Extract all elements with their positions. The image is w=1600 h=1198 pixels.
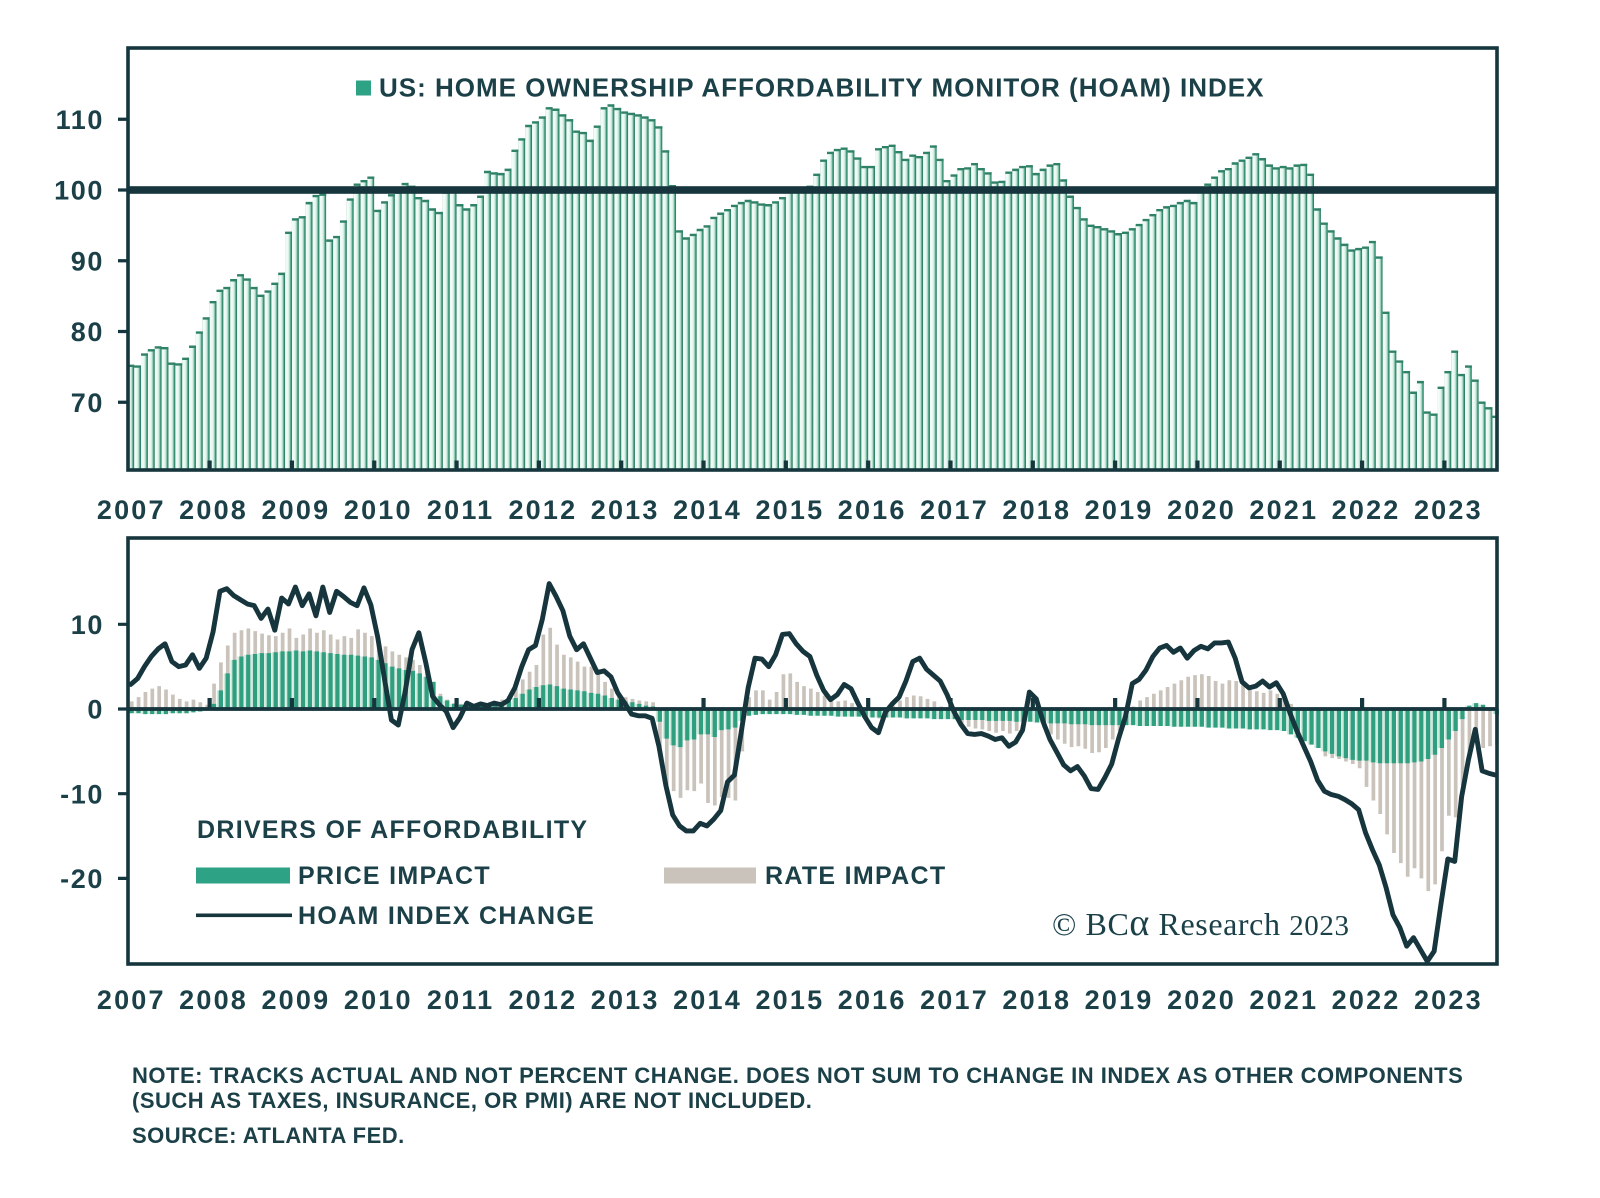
svg-text:90: 90 (71, 246, 104, 276)
svg-text:2008: 2008 (179, 495, 248, 525)
svg-text:DRIVERS OF AFFORDABILITY: DRIVERS OF AFFORDABILITY (197, 816, 588, 844)
svg-text:SOURCE: ATLANTA FED.: SOURCE: ATLANTA FED. (132, 1123, 405, 1148)
svg-text:10: 10 (71, 610, 104, 640)
svg-text:2018: 2018 (1002, 495, 1071, 525)
svg-text:(SUCH AS TAXES, INSURANCE, OR: (SUCH AS TAXES, INSURANCE, OR PMI) ARE N… (132, 1088, 812, 1113)
svg-text:2018: 2018 (1002, 985, 1071, 1015)
svg-text:2012: 2012 (508, 985, 577, 1015)
svg-text:70: 70 (71, 388, 104, 418)
svg-text:2020: 2020 (1167, 985, 1236, 1015)
svg-text:2022: 2022 (1332, 495, 1401, 525)
svg-text:2010: 2010 (344, 495, 413, 525)
svg-text:2017: 2017 (920, 985, 989, 1015)
svg-text:2023: 2023 (1414, 985, 1483, 1015)
svg-text:2013: 2013 (591, 985, 660, 1015)
svg-text:RATE IMPACT: RATE IMPACT (765, 862, 946, 890)
svg-text:0: 0 (87, 695, 104, 725)
svg-text:2011: 2011 (427, 985, 494, 1015)
svg-text:2017: 2017 (920, 495, 989, 525)
svg-text:2016: 2016 (838, 985, 907, 1015)
svg-text:-10: -10 (60, 779, 104, 809)
svg-text:US: HOME OWNERSHIP AFFORDABILI: US: HOME OWNERSHIP AFFORDABILITY MONITOR… (379, 73, 1264, 103)
svg-text:2012: 2012 (508, 495, 577, 525)
svg-text:2008: 2008 (179, 985, 248, 1015)
svg-text:2016: 2016 (838, 495, 907, 525)
svg-text:2011: 2011 (427, 495, 494, 525)
svg-text:2014: 2014 (673, 985, 742, 1015)
svg-text:HOAM INDEX CHANGE: HOAM INDEX CHANGE (298, 902, 595, 930)
svg-text:-20: -20 (60, 864, 104, 894)
svg-text:NOTE: TRACKS ACTUAL AND NOT PE: NOTE: TRACKS ACTUAL AND NOT PERCENT CHAN… (132, 1063, 1463, 1088)
svg-text:2022: 2022 (1332, 985, 1401, 1015)
svg-text:2021: 2021 (1249, 985, 1318, 1015)
svg-text:100: 100 (54, 176, 104, 206)
svg-text:80: 80 (71, 317, 104, 347)
svg-text:2007: 2007 (97, 495, 166, 525)
svg-text:2021: 2021 (1249, 495, 1318, 525)
svg-text:2007: 2007 (97, 985, 166, 1015)
svg-text:2019: 2019 (1085, 985, 1154, 1015)
svg-text:110: 110 (56, 105, 104, 135)
svg-text:PRICE IMPACT: PRICE IMPACT (298, 862, 491, 890)
svg-text:2015: 2015 (755, 495, 824, 525)
svg-text:2019: 2019 (1085, 495, 1154, 525)
svg-text:2009: 2009 (261, 985, 330, 1015)
svg-text:2014: 2014 (673, 495, 742, 525)
svg-text:2015: 2015 (755, 985, 824, 1015)
svg-text:2009: 2009 (261, 495, 330, 525)
svg-text:2013: 2013 (591, 495, 660, 525)
svg-text:2010: 2010 (344, 985, 413, 1015)
svg-text:2020: 2020 (1167, 495, 1236, 525)
svg-text:2023: 2023 (1414, 495, 1483, 525)
